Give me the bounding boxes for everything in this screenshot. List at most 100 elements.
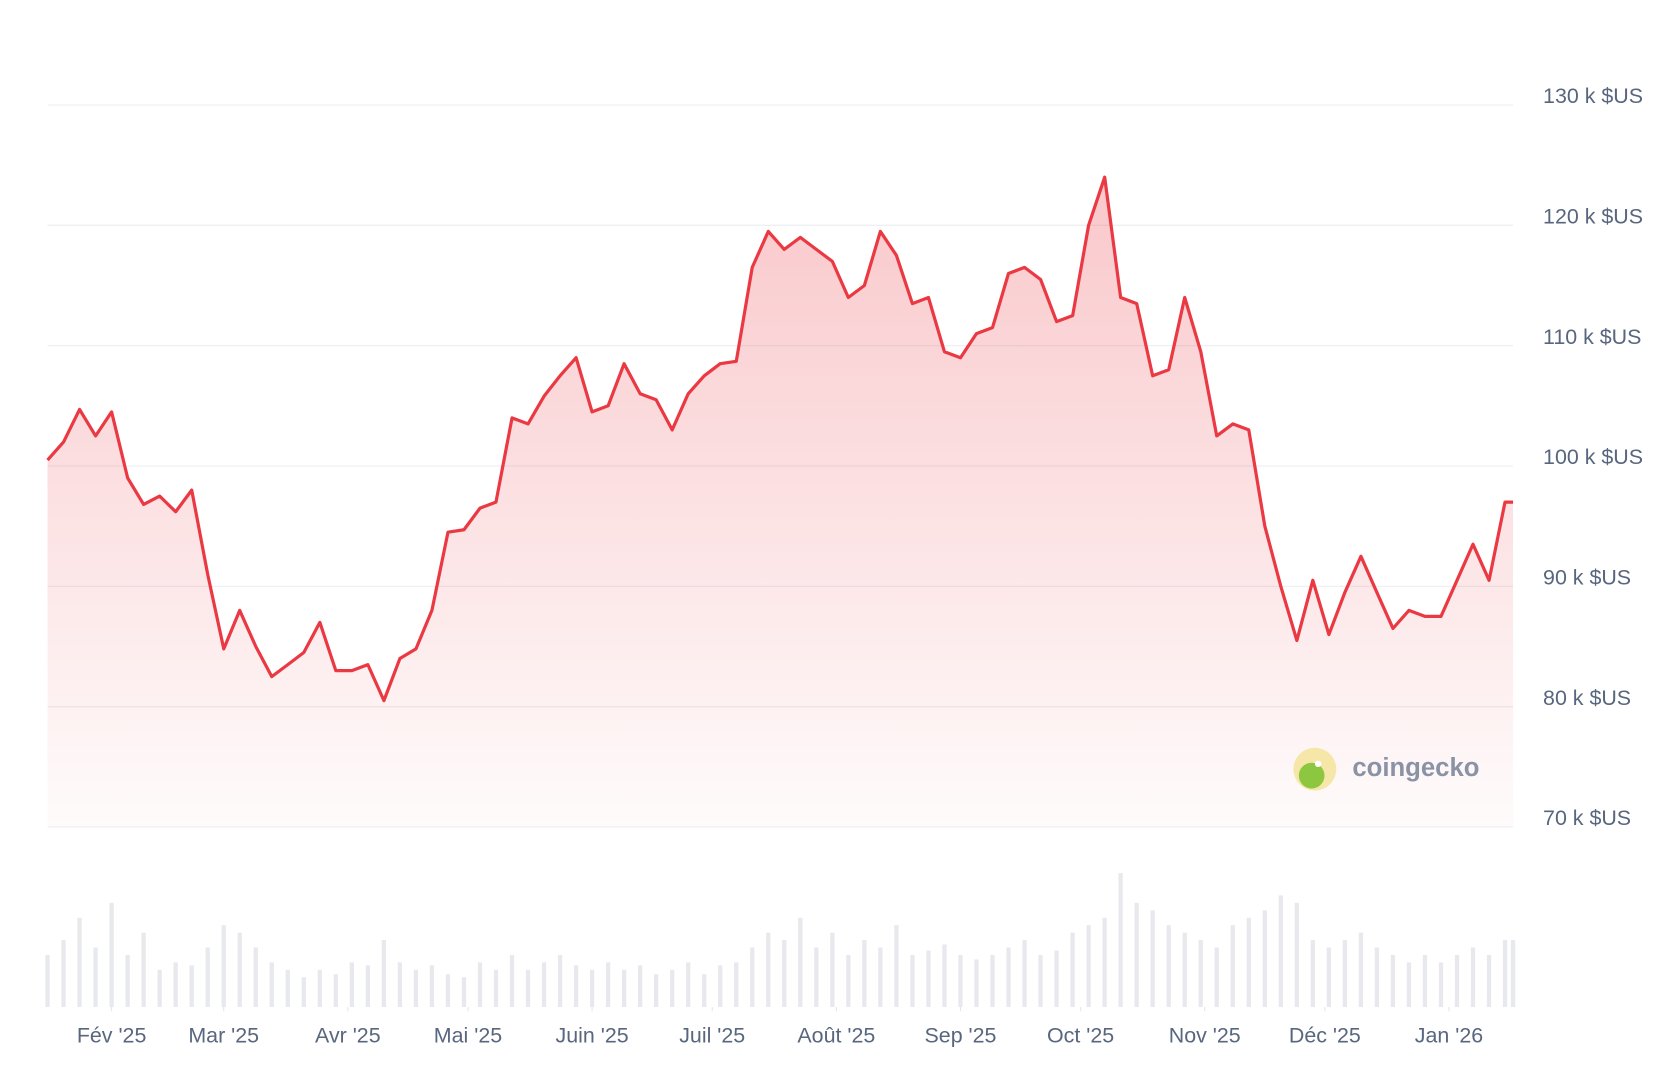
x-tick-label: Fév '25 (77, 1024, 147, 1048)
volume-bar (1182, 932, 1187, 1008)
volume-bar (1502, 940, 1508, 1008)
volume-bar (734, 962, 739, 1008)
volume-bar (846, 954, 851, 1008)
volume-bar (557, 954, 563, 1008)
x-tick-label: Nov '25 (1169, 1024, 1241, 1048)
volume-bar (525, 969, 531, 1008)
x-tick-label: Juin '25 (556, 1024, 629, 1048)
volume-bar (1342, 940, 1348, 1008)
volume-bar (333, 974, 338, 1008)
volume-bar (718, 965, 723, 1008)
volume-bar (253, 947, 258, 1008)
x-tick-label: Oct '25 (1047, 1024, 1114, 1048)
y-tick-label: 120 k $US (1543, 204, 1643, 228)
volume-bar (974, 959, 979, 1008)
volume-bar (141, 932, 146, 1008)
volume-bar (990, 954, 995, 1008)
x-tick-label: Jan '26 (1415, 1024, 1483, 1048)
volume-bar (798, 917, 803, 1008)
x-tick-label: Juil '25 (679, 1024, 745, 1048)
x-tick-label: Sep '25 (925, 1024, 997, 1048)
logo-icon-part (1298, 762, 1325, 789)
volume-bar (1150, 910, 1155, 1008)
volume-bar (621, 969, 627, 1008)
price-area (47, 177, 1514, 828)
volume-bars (45, 873, 1516, 1008)
volume-bar (605, 962, 611, 1008)
volume-bar (413, 969, 419, 1008)
volume-bar (1294, 902, 1299, 1008)
y-tick-label: 70 k $US (1543, 806, 1631, 830)
volume-bar (1374, 947, 1380, 1008)
volume-bar (654, 974, 659, 1008)
volume-bar (1230, 925, 1235, 1008)
y-tick-label: 130 k $US (1543, 84, 1643, 108)
volume-bar (1214, 947, 1219, 1008)
volume-bar (589, 969, 595, 1008)
volume-bar (173, 962, 178, 1008)
volume-bar (1038, 954, 1043, 1008)
volume-bar (573, 965, 579, 1008)
volume-bar (1198, 940, 1203, 1008)
volume-bar (509, 954, 515, 1008)
volume-bar (477, 962, 483, 1008)
volume-bar (1470, 947, 1476, 1008)
volume-bar (638, 965, 643, 1008)
volume-bar (93, 947, 98, 1008)
x-tick-label: Déc '25 (1289, 1024, 1361, 1048)
volume-bar (894, 925, 899, 1008)
volume-bar (1326, 947, 1332, 1008)
volume-bar (1134, 902, 1139, 1008)
volume-bar (189, 965, 194, 1008)
volume-bar (830, 932, 835, 1008)
volume-bar (269, 962, 274, 1008)
volume-bar (221, 925, 226, 1008)
x-tick-label: Août '25 (797, 1024, 875, 1048)
volume-bar (1310, 940, 1315, 1008)
volume-bar (926, 950, 931, 1008)
volume-bar (1262, 910, 1267, 1008)
volume-bar (541, 962, 547, 1008)
volume-bar (157, 969, 162, 1008)
volume-bar (1070, 932, 1075, 1008)
volume-bar (1246, 917, 1251, 1008)
volume-bar (61, 940, 66, 1008)
volume-bar (349, 962, 354, 1008)
volume-bar (686, 962, 691, 1008)
volume-bar (766, 932, 771, 1008)
volume-bar (493, 969, 499, 1008)
volume-bar (1422, 954, 1428, 1008)
volume-bar (1390, 954, 1396, 1008)
volume-bar (1086, 925, 1091, 1008)
volume-bar (862, 940, 867, 1008)
volume-bar (365, 965, 371, 1008)
volume-bar (1486, 954, 1492, 1008)
volume-bar (301, 977, 306, 1008)
volume-bar (109, 902, 114, 1008)
volume-bar (397, 962, 403, 1008)
volume-bar (317, 969, 322, 1008)
volume-bar (782, 940, 787, 1008)
volume-bar (910, 954, 915, 1008)
volume-bar (45, 954, 50, 1008)
volume-bar (1438, 962, 1444, 1008)
volume-bar (237, 932, 242, 1008)
volume-bar (670, 969, 675, 1008)
volume-bar (1510, 940, 1516, 1008)
volume-bar (1102, 917, 1107, 1008)
y-tick-label: 80 k $US (1543, 686, 1631, 710)
volume-bar (1006, 947, 1011, 1008)
y-tick-label: 110 k $US (1543, 325, 1641, 349)
volume-bar (205, 947, 210, 1008)
volume-bar (285, 969, 290, 1008)
volume-bar (1454, 954, 1460, 1008)
volume-bar (381, 940, 387, 1008)
volume-bar (1118, 873, 1123, 1008)
volume-bar (1278, 895, 1283, 1008)
volume-bar (878, 947, 883, 1008)
y-tick-label: 100 k $US (1543, 445, 1643, 469)
volume-bar (445, 974, 451, 1008)
volume-bar (77, 917, 82, 1008)
volume-bar (702, 974, 707, 1008)
